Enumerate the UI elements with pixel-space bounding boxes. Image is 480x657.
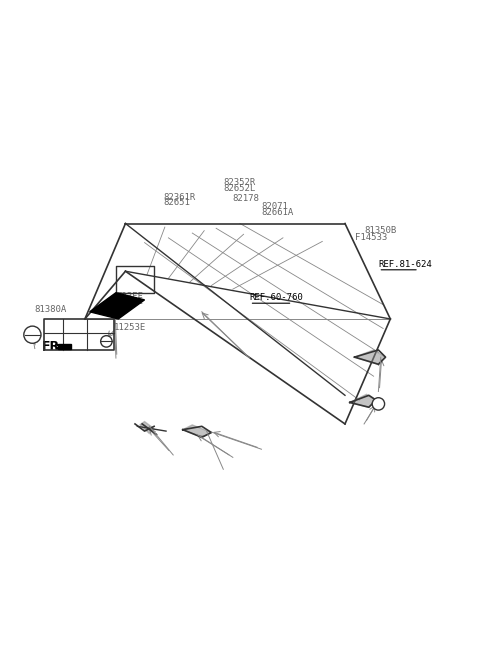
Text: REF.81-624: REF.81-624	[378, 260, 432, 269]
Polygon shape	[58, 344, 71, 349]
Text: 11253E: 11253E	[114, 323, 146, 332]
Circle shape	[372, 397, 384, 410]
Text: 82652L: 82652L	[223, 184, 255, 193]
Text: REF.60-760: REF.60-760	[250, 293, 303, 302]
Text: 793FF: 793FF	[116, 292, 143, 300]
Text: 82661A: 82661A	[262, 208, 294, 217]
Polygon shape	[183, 425, 211, 438]
Text: 82651: 82651	[164, 198, 191, 208]
Text: 81380A: 81380A	[35, 305, 67, 314]
Text: 82361R: 82361R	[164, 193, 196, 202]
Circle shape	[101, 336, 112, 347]
Polygon shape	[90, 293, 144, 319]
Text: FR.: FR.	[42, 340, 65, 353]
Text: 82178: 82178	[233, 194, 260, 203]
Text: 81350B: 81350B	[364, 226, 396, 235]
Polygon shape	[350, 394, 376, 407]
Circle shape	[24, 326, 41, 344]
Text: 82352R: 82352R	[223, 179, 255, 187]
Polygon shape	[140, 422, 154, 434]
Text: F14533: F14533	[355, 233, 387, 242]
Text: 793EE: 793EE	[116, 297, 143, 306]
Text: 82071: 82071	[262, 202, 288, 212]
Polygon shape	[355, 350, 385, 364]
